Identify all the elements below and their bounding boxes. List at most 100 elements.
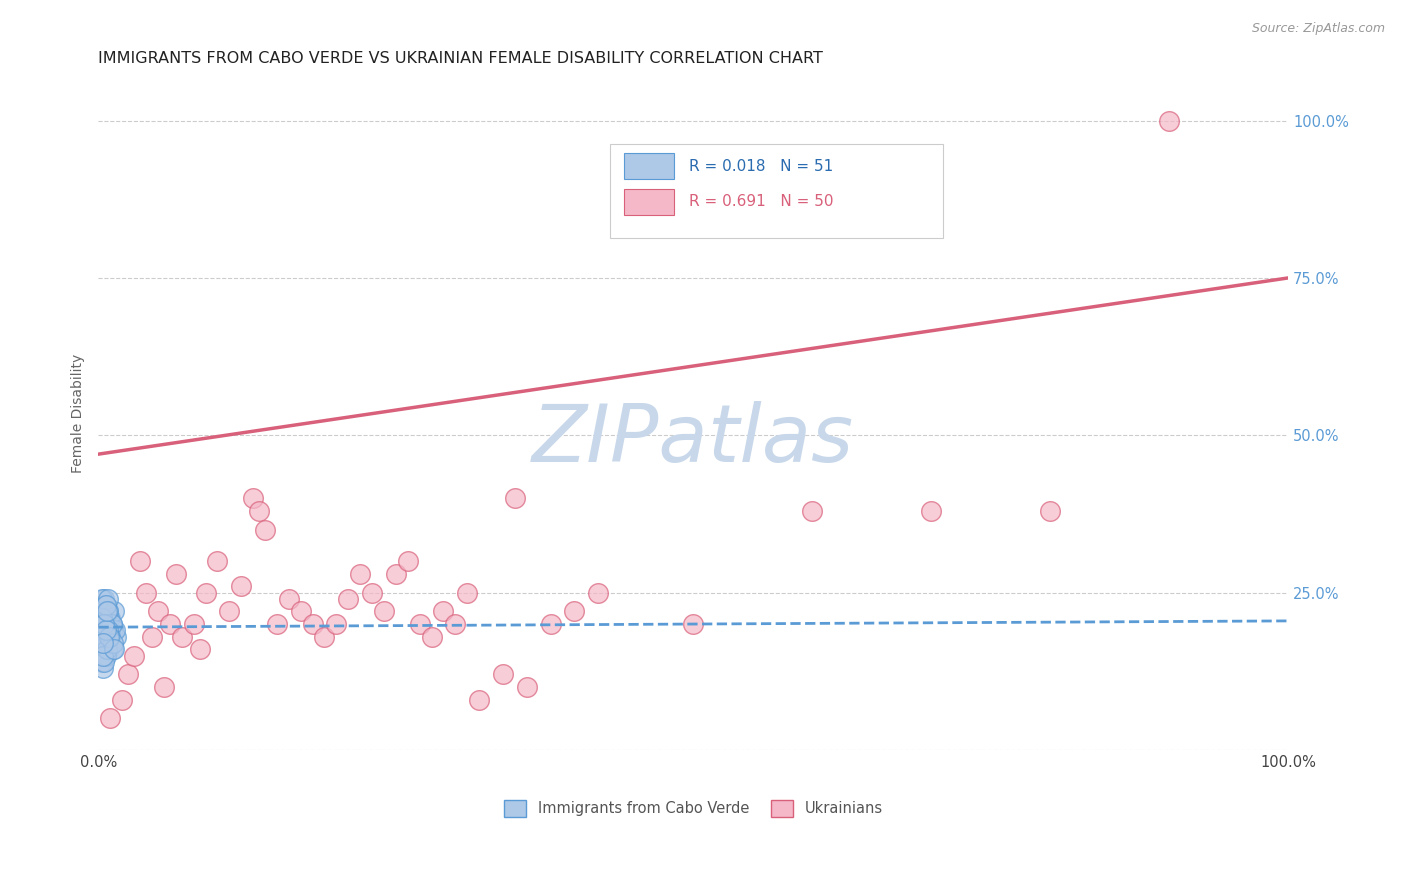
Point	[141, 630, 163, 644]
Point	[170, 630, 193, 644]
Point	[91, 611, 114, 625]
Point	[96, 604, 118, 618]
Point	[492, 667, 515, 681]
Text: R = 0.691   N = 50: R = 0.691 N = 50	[689, 194, 832, 210]
Point	[93, 591, 115, 606]
Point	[188, 642, 211, 657]
Point	[94, 617, 117, 632]
Point	[90, 604, 112, 618]
Point	[94, 624, 117, 638]
Text: Source: ZipAtlas.com: Source: ZipAtlas.com	[1251, 22, 1385, 36]
Point	[242, 491, 264, 506]
Point	[682, 617, 704, 632]
Point	[91, 591, 114, 606]
Point	[516, 680, 538, 694]
Point	[97, 624, 120, 638]
Point	[146, 604, 169, 618]
Legend: Immigrants from Cabo Verde, Ukrainians: Immigrants from Cabo Verde, Ukrainians	[498, 794, 889, 822]
Point	[111, 692, 134, 706]
Point	[93, 648, 115, 663]
Point	[91, 630, 114, 644]
Point	[91, 642, 114, 657]
Point	[104, 624, 127, 638]
Point	[432, 604, 454, 618]
Point	[103, 604, 125, 618]
Point	[503, 491, 526, 506]
Point	[349, 566, 371, 581]
Point	[98, 711, 121, 725]
Point	[562, 604, 585, 618]
Point	[90, 624, 112, 638]
Point	[94, 648, 117, 663]
Point	[91, 636, 114, 650]
Point	[98, 611, 121, 625]
Point	[218, 604, 240, 618]
Point	[408, 617, 430, 632]
Point	[159, 617, 181, 632]
Point	[94, 598, 117, 612]
Point	[135, 585, 157, 599]
Point	[420, 630, 443, 644]
Point	[122, 648, 145, 663]
Point	[231, 579, 253, 593]
Point	[314, 630, 336, 644]
FancyBboxPatch shape	[624, 153, 675, 179]
Point	[1159, 113, 1181, 128]
Point	[97, 604, 120, 618]
Point	[91, 661, 114, 675]
Point	[91, 655, 114, 669]
Text: ZIPatlas: ZIPatlas	[533, 401, 855, 479]
Point	[100, 617, 122, 632]
Point	[103, 642, 125, 657]
Point	[98, 630, 121, 644]
Point	[253, 523, 276, 537]
Point	[361, 585, 384, 599]
Point	[117, 667, 139, 681]
Point	[101, 636, 124, 650]
FancyBboxPatch shape	[610, 144, 943, 238]
Point	[444, 617, 467, 632]
Point	[101, 642, 124, 657]
Point	[93, 655, 115, 669]
Point	[93, 617, 115, 632]
Point	[801, 504, 824, 518]
Point	[98, 636, 121, 650]
Point	[91, 624, 114, 638]
Point	[98, 642, 121, 657]
Point	[277, 591, 299, 606]
Point	[165, 566, 187, 581]
Point	[266, 617, 288, 632]
Point	[96, 611, 118, 625]
Point	[1039, 504, 1062, 518]
Text: R = 0.018   N = 51: R = 0.018 N = 51	[689, 159, 832, 174]
Point	[290, 604, 312, 618]
Point	[91, 648, 114, 663]
Point	[96, 636, 118, 650]
Point	[97, 604, 120, 618]
Point	[98, 630, 121, 644]
Point	[586, 585, 609, 599]
Point	[91, 630, 114, 644]
Point	[325, 617, 347, 632]
Y-axis label: Female Disability: Female Disability	[72, 353, 86, 473]
Point	[920, 504, 942, 518]
Point	[96, 636, 118, 650]
Point	[101, 624, 124, 638]
Point	[94, 598, 117, 612]
Point	[98, 611, 121, 625]
Text: IMMIGRANTS FROM CABO VERDE VS UKRAINIAN FEMALE DISABILITY CORRELATION CHART: IMMIGRANTS FROM CABO VERDE VS UKRAINIAN …	[98, 51, 824, 66]
Point	[94, 611, 117, 625]
Point	[468, 692, 491, 706]
Point	[91, 636, 114, 650]
Point	[207, 554, 229, 568]
Point	[93, 598, 115, 612]
Point	[105, 630, 128, 644]
Point	[96, 642, 118, 657]
Point	[456, 585, 478, 599]
Point	[385, 566, 408, 581]
Point	[100, 617, 122, 632]
Point	[337, 591, 360, 606]
Point	[93, 617, 115, 632]
Point	[396, 554, 419, 568]
Point	[98, 624, 121, 638]
